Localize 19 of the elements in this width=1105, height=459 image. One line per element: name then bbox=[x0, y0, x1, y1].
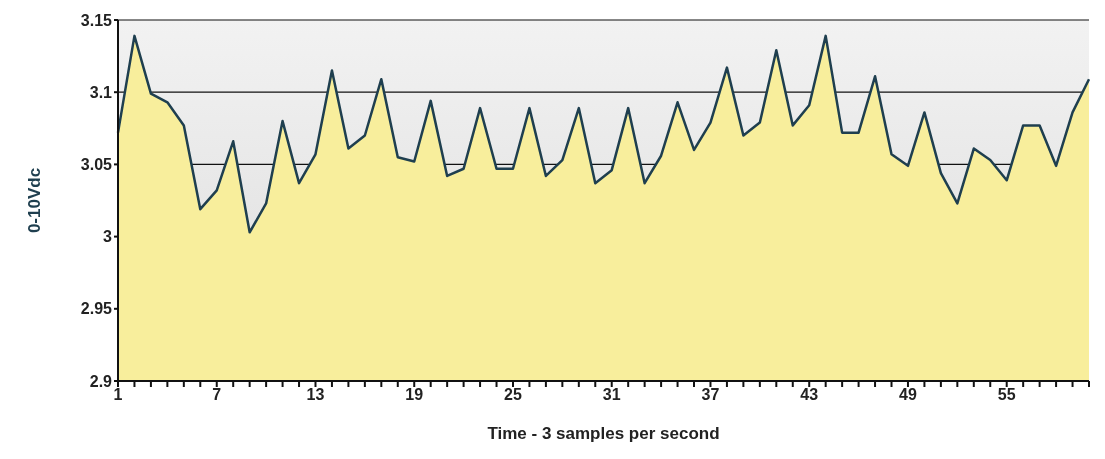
x-tick-label: 19 bbox=[405, 386, 424, 404]
x-tick-label: 25 bbox=[504, 386, 522, 404]
x-tick-label: 13 bbox=[306, 386, 325, 404]
x-tick-label: 1 bbox=[113, 386, 123, 404]
y-tick-label: 3.1 bbox=[89, 83, 113, 101]
y-tick-label: 3.05 bbox=[80, 156, 113, 174]
x-tick-label: 55 bbox=[997, 386, 1016, 404]
y-tick-label: 2.95 bbox=[80, 300, 113, 318]
y-tick-label: 3 bbox=[103, 228, 113, 246]
x-tick-label: 49 bbox=[899, 386, 917, 404]
x-tick-label: 31 bbox=[602, 386, 621, 404]
y-tick-label: 2.9 bbox=[89, 372, 113, 390]
x-tick-label: 43 bbox=[800, 386, 819, 404]
y-tick-label: 3.15 bbox=[80, 11, 113, 29]
x-tick-label: 37 bbox=[701, 386, 720, 404]
x-tick-label: 7 bbox=[212, 386, 222, 404]
line-series bbox=[116, 34, 1091, 234]
y-axis-title: 0-10Vdc bbox=[25, 167, 45, 234]
x-axis-title: Time - 3 samples per second bbox=[487, 424, 720, 443]
